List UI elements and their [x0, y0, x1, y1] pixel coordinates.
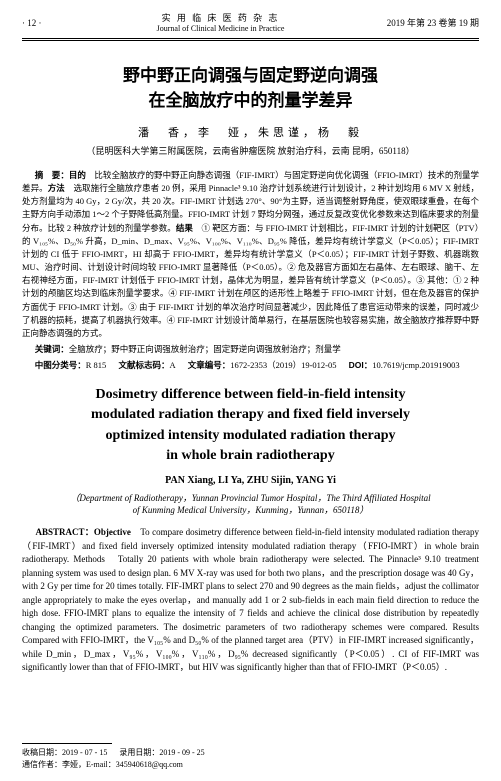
affil-en-line2: of Kunming Medical University，Kunming，Yu…	[22, 504, 479, 516]
keywords-cn: 全脑放疗；野中野正向调强放射治疗；固定野逆向调强放射治疗；剂量学	[69, 344, 341, 354]
title-en-line3: optimized intensity modulated radiation …	[22, 426, 479, 446]
title-en: Dosimetry difference between field-in-fi…	[22, 385, 479, 466]
title-en-line1: Dosimetry difference between field-in-fi…	[22, 385, 479, 405]
title-en-line4: in whole brain radiotherapy	[22, 446, 479, 466]
doccode-label: 文献标志码：	[118, 360, 169, 370]
authors-cn: 潘 香，李 娅，朱思谨，杨 毅	[22, 126, 479, 141]
footer: 收稿日期：2019 - 07 - 15 录用日期：2019 - 09 - 25 …	[22, 743, 479, 771]
corr-value: 李娅，E-mail：345940618@qq.com	[62, 760, 183, 769]
abstract-cn: 摘 要：目的 比较全脑放疗的野中野正向静态调强（FIF-IMRT）与固定野逆向优…	[22, 169, 479, 340]
abstract-en: ABSTRACT：Objective To compare dosimetry …	[22, 526, 479, 675]
authors-en: PAN Xiang, LI Ya, ZHU Sijin, YANG Yi	[22, 474, 479, 488]
abstract-cn-body3: ① 靶区方面：与 FFIO-IMRT 计划相比，FIF-IMRT 计划的计划靶区…	[22, 223, 479, 338]
corr-label: 通信作者：	[22, 760, 62, 769]
artno-value: 1672-2353（2019）19-012-05	[230, 360, 336, 370]
abstract-en-body: To compare dosimetry difference between …	[22, 527, 488, 672]
clc-label: 中图分类号：	[35, 360, 86, 370]
classification-row: 中图分类号：R 815 文献标志码：A 文章编号：1672-2353（2019）…	[22, 360, 479, 371]
footer-correspondence: 通信作者：李娅，E-mail：345940618@qq.com	[22, 759, 479, 771]
page-header: · 12 · 实 用 临 床 医 药 杂 志 Journal of Clinic…	[22, 12, 479, 37]
clc-value: R 815	[86, 360, 107, 370]
abstract-cn-label-methods: 方法	[48, 183, 65, 193]
title-cn-line2: 在全脑放疗中的剂量学差异	[22, 88, 479, 114]
affiliation-cn: （昆明医科大学第三附属医院，云南省肿瘤医院 放射治疗科，云南 昆明，650118…	[22, 145, 479, 157]
title-cn: 野中野正向调强与固定野逆向调强 在全脑放疗中的剂量学差异	[22, 63, 479, 114]
doi-label: DOI：	[349, 360, 373, 370]
title-cn-line1: 野中野正向调强与固定野逆向调强	[22, 63, 479, 89]
doi-value: 10.7619/jcmp.201919003	[372, 360, 459, 370]
footer-dates: 收稿日期：2019 - 07 - 15 录用日期：2019 - 09 - 25	[22, 747, 479, 759]
page-number: · 12 ·	[22, 17, 72, 29]
doccode-value: A	[169, 360, 175, 370]
recv-label: 收稿日期：	[22, 748, 62, 757]
footer-rule	[22, 743, 112, 744]
acc-label: 录用日期：	[119, 748, 159, 757]
keywords-cn-row: 关键词：全脑放疗；野中野正向调强放射治疗；固定野逆向调强放射治疗；剂量学	[22, 344, 479, 355]
recv-date: 2019 - 07 - 15	[62, 748, 107, 757]
journal-title-cn: 实 用 临 床 医 药 杂 志	[72, 12, 369, 24]
abstract-en-label: ABSTRACT：Objective	[36, 527, 131, 537]
header-rule-2	[22, 40, 479, 41]
journal-title-en: Journal of Clinical Medicine in Practice	[72, 24, 369, 35]
affiliation-en: （Department of Radiotherapy，Yunnan Provi…	[22, 492, 479, 516]
acc-date: 2019 - 09 - 25	[159, 748, 204, 757]
affil-en-line1: （Department of Radiotherapy，Yunnan Provi…	[22, 492, 479, 504]
header-rule-1	[22, 38, 479, 39]
title-en-line2: modulated radiation therapy and fixed fi…	[22, 405, 479, 425]
abstract-cn-label-results: 结果	[176, 223, 193, 233]
abstract-cn-label-obj: 摘 要：目的	[35, 170, 86, 180]
keywords-cn-label: 关键词：	[35, 344, 69, 354]
artno-label: 文章编号：	[188, 360, 231, 370]
issue-info: 2019 年第 23 卷第 19 期	[369, 17, 479, 29]
journal-title-block: 实 用 临 床 医 药 杂 志 Journal of Clinical Medi…	[72, 12, 369, 35]
